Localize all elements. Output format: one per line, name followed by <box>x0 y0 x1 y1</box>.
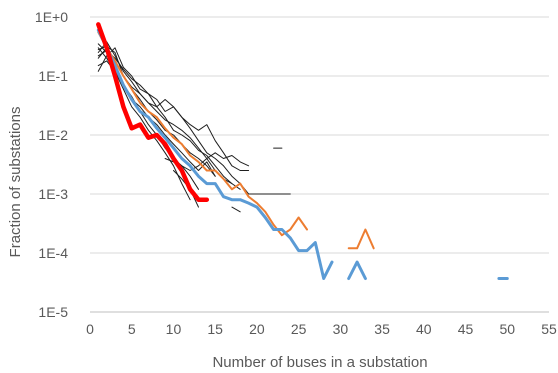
series-line-18 <box>98 24 207 199</box>
series-group <box>98 24 507 278</box>
x-tick-label: 30 <box>333 321 349 337</box>
x-tick-label: 55 <box>541 321 557 337</box>
y-tick-label: 1E+0 <box>35 9 68 25</box>
x-tick-label: 5 <box>128 321 136 337</box>
series-line-13 <box>98 32 307 235</box>
y-tick-label: 1E-2 <box>38 127 68 143</box>
y-tick-label: 1E-3 <box>38 186 68 202</box>
x-tick-label: 25 <box>291 321 307 337</box>
series-line-16 <box>349 262 366 278</box>
x-tick-label: 20 <box>249 321 265 337</box>
x-tick-label: 35 <box>374 321 390 337</box>
x-tick-label: 15 <box>207 321 223 337</box>
x-tick-label: 50 <box>499 321 515 337</box>
series-line-14 <box>349 230 374 249</box>
x-tick-labels: 0 5 10 15 20 25 30 35 40 45 50 55 <box>86 321 557 337</box>
x-tick-label: 10 <box>166 321 182 337</box>
series-line-11 <box>232 207 240 212</box>
y-tick-label: 1E-1 <box>38 68 68 84</box>
x-tick-label: 0 <box>86 321 94 337</box>
y-tick-label: 1E-4 <box>38 245 68 261</box>
gridlines <box>90 17 549 312</box>
series-line-6 <box>98 46 248 170</box>
x-tick-label: 45 <box>458 321 474 337</box>
x-axis-title: Number of buses in a substation <box>212 354 427 371</box>
y-tick-label: 1E-5 <box>38 304 68 320</box>
series-line-15 <box>98 30 332 278</box>
y-tick-labels: 1E+0 1E-1 1E-2 1E-3 1E-4 1E-5 <box>35 9 68 320</box>
y-axis-title: Fraction of substations <box>7 107 24 258</box>
x-tick-label: 40 <box>416 321 432 337</box>
